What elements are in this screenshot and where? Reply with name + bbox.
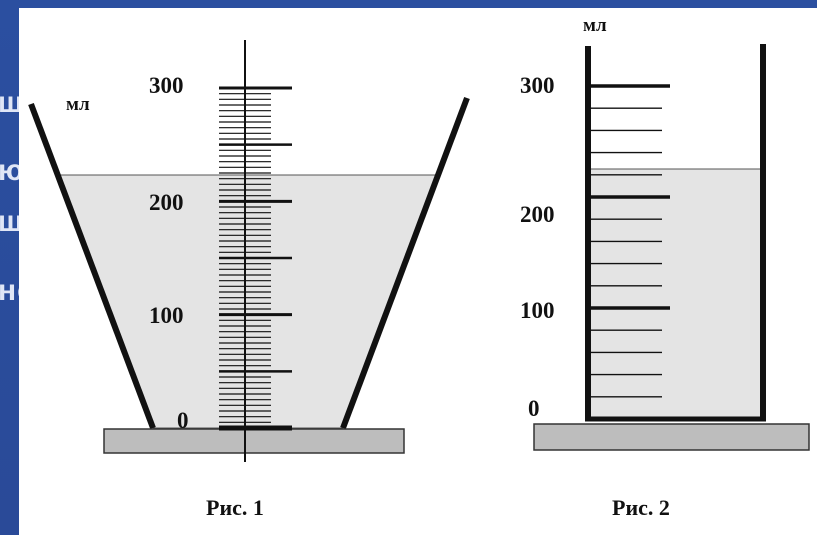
- figure-1-tick-label-300: 300: [149, 73, 184, 98]
- figure-2-caption: Рис. 2: [612, 495, 670, 520]
- background-text-1: ш: [0, 86, 25, 119]
- figure-2: мл 300 200 100 0 Рис. 2: [520, 15, 810, 520]
- figure-1-right-wall: [340, 96, 470, 430]
- figure-2-tick-label-0: 0: [528, 396, 540, 421]
- figure-2-ticks: [590, 84, 670, 398]
- figure-1-stand: [103, 428, 405, 454]
- figure-2-unit-label: мл: [583, 15, 607, 36]
- figure-1-tick-label-100: 100: [149, 303, 184, 328]
- figure-2-stand: [533, 423, 810, 451]
- figure-1-tick-label-200: 200: [149, 190, 184, 215]
- figure-2-liquid: [589, 168, 763, 420]
- figure-1-unit-label: мл: [66, 94, 90, 115]
- figure-2-tick-label-300: 300: [520, 73, 555, 98]
- figure-2-tick-label-100: 100: [520, 298, 555, 323]
- background-text-2: ю: [0, 154, 25, 187]
- figure-1-left-wall: [28, 102, 156, 430]
- figure-1-ticks: [219, 86, 292, 431]
- figure-2-tick-label-200: 200: [520, 202, 555, 227]
- background-text-3: ш: [0, 205, 25, 238]
- figure-1-tick-label-0: 0: [177, 408, 189, 433]
- figure-1: мл 300 200 100 0 Рис. 1: [28, 40, 470, 520]
- figure-1-caption: Рис. 1: [206, 495, 264, 520]
